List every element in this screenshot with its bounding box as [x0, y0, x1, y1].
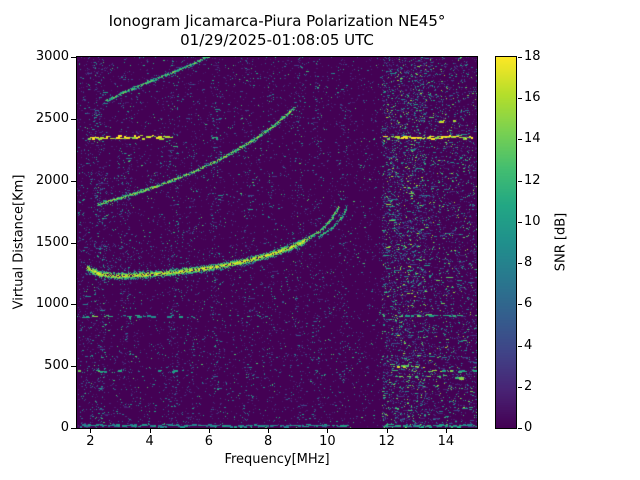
colorbar-tick-mark — [518, 304, 522, 306]
x-tick-label: 10 — [319, 434, 336, 449]
colorbar-tick-label: 2 — [524, 378, 533, 394]
y-tick-label: 500 — [44, 358, 69, 374]
y-tick-mark — [71, 304, 76, 306]
colorbar-gradient — [496, 57, 516, 428]
y-tick-mark — [71, 180, 76, 182]
y-tick-mark — [71, 57, 76, 58]
colorbar-tick-label: 14 — [524, 131, 541, 147]
colorbar-tick-mark — [518, 345, 522, 347]
colorbar-tick-mark — [518, 57, 522, 58]
colorbar-tick-mark — [518, 98, 522, 100]
colorbar-tick-mark — [518, 386, 522, 388]
y-tick-label: 1500 — [35, 234, 69, 250]
colorbar-tick-label: 16 — [524, 90, 541, 106]
x-tick-mark — [445, 429, 447, 433]
y-tick-label: 3000 — [35, 49, 69, 64]
colorbar-tick-label: 10 — [524, 213, 541, 229]
chart-subtitle: 01/29/2025-01:08:05 UTC — [180, 31, 374, 49]
x-tick-mark — [90, 429, 92, 433]
colorbar-tick-label: 0 — [524, 420, 533, 435]
x-tick-mark — [268, 429, 270, 433]
colorbar-tick-label: 6 — [524, 296, 533, 312]
y-tick-label: 2500 — [35, 110, 69, 126]
y-tick-mark — [71, 118, 76, 120]
x-tick-label: 4 — [145, 434, 154, 449]
y-tick-label: 2000 — [35, 172, 69, 188]
x-tick-label: 2 — [86, 434, 95, 449]
x-tick-label: 14 — [437, 434, 455, 449]
colorbar-tick-label: 18 — [524, 49, 541, 64]
x-tick-label: 6 — [204, 434, 213, 449]
colorbar-tick-mark — [518, 263, 522, 265]
colorbar-tick-mark — [518, 139, 522, 141]
colorbar-tick-mark — [518, 180, 522, 182]
y-tick-label: 0 — [60, 420, 69, 435]
y-tick-mark — [71, 366, 76, 368]
colorbar-tick-label: 4 — [524, 337, 533, 353]
colorbar-tick-mark — [518, 221, 522, 223]
y-tick-mark — [71, 428, 76, 429]
x-tick-mark — [327, 429, 329, 433]
x-tick-label: 12 — [378, 434, 395, 449]
y-tick-label: 1000 — [35, 296, 69, 312]
x-axis-label: Frequency[MHz] — [224, 452, 330, 467]
colorbar-label: SNR [dB] — [553, 212, 569, 272]
ionogram-heatmap — [77, 57, 477, 428]
colorbar-tick-label: 12 — [524, 172, 541, 188]
x-tick-mark — [386, 429, 388, 433]
x-tick-mark — [208, 429, 210, 433]
x-tick-mark — [149, 429, 151, 433]
colorbar-tick-label: 8 — [524, 255, 533, 271]
chart-title: Ionogram Jicamarca-Piura Polarization NE… — [108, 12, 446, 30]
y-tick-mark — [71, 242, 76, 244]
x-tick-label: 8 — [263, 434, 273, 449]
colorbar-tick-mark — [518, 428, 522, 429]
